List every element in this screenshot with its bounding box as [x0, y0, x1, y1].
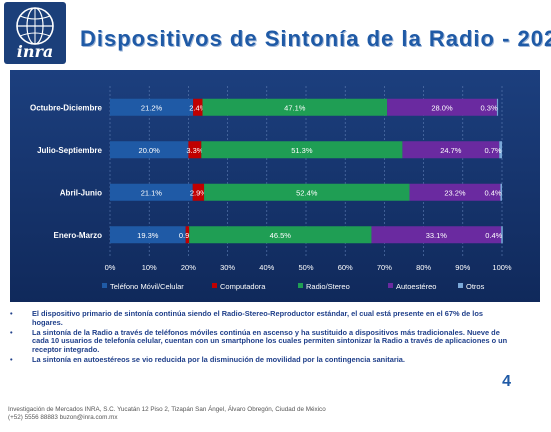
- legend-label: Otros: [466, 282, 485, 291]
- company-logo: inra: [4, 2, 66, 64]
- chart-panel: 0% 10% 20% 30% 40% 50% 60% 70% 80% 90% 100% Octubre…: [10, 70, 540, 302]
- bar-segment: [189, 226, 372, 244]
- bar-segment: [202, 98, 388, 116]
- bar-segment: [387, 98, 497, 116]
- data-label: 21.1%: [141, 188, 163, 197]
- bar-segment: [185, 226, 190, 244]
- bar-segment: [110, 98, 194, 116]
- globe-icon: [16, 7, 54, 45]
- bar-segment: [204, 183, 410, 201]
- x-tick-label: 20%: [181, 263, 196, 272]
- bar-segment: [110, 141, 189, 159]
- data-label: 24.7%: [440, 146, 462, 155]
- x-tick-label: 30%: [220, 263, 235, 272]
- x-tick-label: 0%: [105, 263, 116, 272]
- legend-label: Teléfono Móvil/Celular: [110, 282, 184, 291]
- bullet-list: El dispositivo primario de sintonía cont…: [8, 309, 508, 366]
- x-tick-label: 90%: [455, 263, 470, 272]
- category-label: Enero-Marzo: [54, 231, 103, 240]
- bar-segment: [409, 183, 501, 201]
- legend-label: Computadora: [220, 282, 266, 291]
- data-label: 19.3%: [137, 231, 159, 240]
- x-tick-label: 100%: [492, 263, 512, 272]
- footer-address: Investigación de Mercados INRA, S.C. Yuc…: [8, 406, 326, 413]
- data-label: 2.4%: [189, 103, 206, 112]
- category-label: Julio-Septiembre: [37, 146, 102, 155]
- legend-swatch: [212, 283, 217, 288]
- data-label: 3.3%: [186, 146, 203, 155]
- bullet-item: El dispositivo primario de sintonía cont…: [8, 309, 508, 328]
- data-label: 0.4%: [485, 231, 502, 240]
- data-label: 0.7%: [484, 146, 501, 155]
- bar-segment: [110, 226, 186, 244]
- x-tick-label: 60%: [338, 263, 353, 272]
- bar-segment: [110, 183, 193, 201]
- footer: Investigación de Mercados INRA, S.C. Yuc…: [8, 406, 326, 422]
- data-label: 33.1%: [426, 231, 448, 240]
- category-label: Abril-Junio: [60, 188, 102, 197]
- bar-segment: [499, 141, 502, 159]
- x-tick-label: 40%: [259, 263, 274, 272]
- logo-text: inra: [16, 42, 54, 61]
- bar-segment: [496, 98, 499, 116]
- x-tick-label: 70%: [377, 263, 392, 272]
- data-label: 28.0%: [431, 103, 453, 112]
- legend-label: Autoestéreo: [396, 282, 436, 291]
- x-tick-label: 80%: [416, 263, 431, 272]
- bar-segment: [501, 226, 503, 244]
- bar-segment: [500, 183, 502, 201]
- data-label: 0.3%: [481, 103, 498, 112]
- x-tick-label: 10%: [142, 263, 157, 272]
- stacked-bar-chart: 0% 10% 20% 30% 40% 50% 60% 70% 80% 90% 100% Octubre…: [30, 86, 512, 291]
- data-label: 46.5%: [270, 231, 292, 240]
- bar-segment: [193, 98, 203, 116]
- bar-segment: [402, 141, 500, 159]
- data-label: 0.4%: [484, 188, 501, 197]
- data-label: 2.9%: [190, 188, 207, 197]
- data-label: 0.9%: [179, 231, 196, 240]
- data-label: 20.0%: [139, 146, 161, 155]
- data-label: 23.2%: [444, 188, 466, 197]
- bar-segment: [201, 141, 403, 159]
- bar-segment: [192, 183, 205, 201]
- legend-swatch: [458, 283, 463, 288]
- page-title: Dispositivos de Sintonía de la Radio - 2…: [80, 26, 551, 51]
- bar-segment: [371, 226, 502, 244]
- data-label: 52.4%: [296, 188, 318, 197]
- bullet-item: La sintonía de la Radio a través de telé…: [8, 328, 508, 355]
- legend-swatch: [298, 283, 303, 288]
- page-number: 4: [502, 373, 511, 390]
- legend-swatch: [102, 283, 107, 288]
- data-label: 21.2%: [141, 103, 163, 112]
- category-label: Octubre-Diciembre: [30, 103, 103, 112]
- legend-label: Radio/Stereo: [306, 282, 350, 291]
- legend-swatch: [388, 283, 393, 288]
- bar-segment: [188, 141, 202, 159]
- bullet-item: La sintonía en autoestéreos se vio reduc…: [8, 355, 508, 365]
- data-label: 47.1%: [284, 103, 306, 112]
- x-tick-label: 50%: [298, 263, 313, 272]
- footer-contact: (+52) 5556 88883 buzon@inra.com.mx: [8, 414, 118, 421]
- data-label: 51.3%: [291, 146, 313, 155]
